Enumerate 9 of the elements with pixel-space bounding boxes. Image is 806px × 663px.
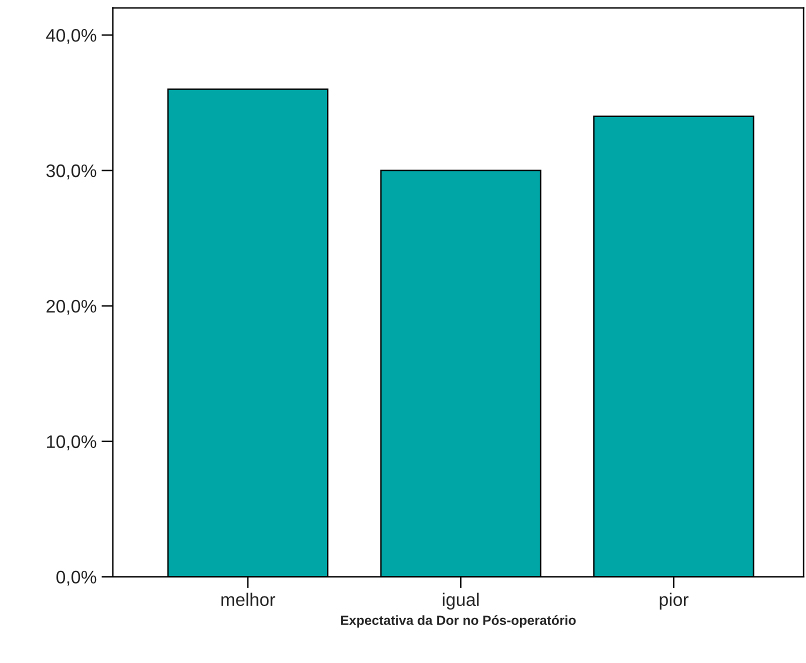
x-tick-label: igual [442, 592, 479, 610]
y-tick-label: 20,0% [46, 300, 96, 315]
y-tick-label: 0,0% [56, 570, 96, 586]
x-tick-label: pior [660, 592, 688, 610]
y-tick-label: 40,0% [46, 28, 96, 44]
y-tick-label: 30,0% [46, 164, 96, 180]
y-tick-label: 10,0% [47, 435, 96, 450]
x-tick-label: melhor [221, 592, 276, 606]
x-axis-title: Expectativa da Dor no Pós-operatório [341, 615, 576, 628]
